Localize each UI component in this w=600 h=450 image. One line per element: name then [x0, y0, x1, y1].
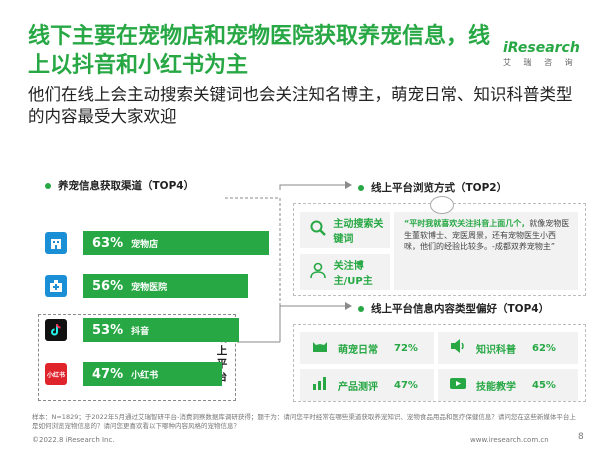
content-tile: 知识科普 62% [438, 332, 578, 364]
channel-name: 宠物店 [131, 239, 159, 250]
channels-heading: 养宠信息获取渠道（TOP4） [45, 178, 194, 193]
browse-tile-follow: 关注博主/UP主 [300, 254, 390, 290]
channel-name: 抖音 [131, 326, 150, 337]
content-heading: 线上平台信息内容类型偏好（TOP4） [358, 301, 549, 316]
channel-value: 56% [92, 278, 124, 294]
content-item-label: 知识科普 [476, 344, 516, 356]
douyin-icon [45, 319, 67, 341]
logo-name: iResearch [503, 40, 580, 56]
channel-bar: 53% 抖音 [83, 318, 239, 342]
channel-value: 53% [92, 322, 124, 338]
content-region [293, 324, 586, 402]
building-icon [45, 232, 67, 254]
channel-row-pet-hospital: 56% 宠物医院 [45, 274, 248, 298]
content-item-label: 萌宠日常 [338, 344, 378, 356]
browse-item-label: 关注博主/UP主 [333, 261, 373, 287]
iresearch-logo: iResearch 艾 瑞 咨 询 [503, 40, 580, 68]
content-tile: 技能教学 45% [438, 369, 578, 401]
channel-bar: 63% 宠物店 [83, 231, 269, 255]
person-icon [308, 261, 328, 283]
content-item-label: 产品测评 [338, 381, 378, 393]
content-item-value: 62% [532, 342, 556, 354]
chart-icon [308, 375, 332, 395]
browse-heading: 线上平台浏览方式（TOP2） [358, 180, 507, 195]
quote-box: “平时我就喜欢关注抖音上面几个，就像宠物医生董软博士、宠医周景，还有宠物医生小西… [394, 212, 578, 290]
cat-icon [308, 338, 332, 358]
quote-body: 就像宠物医生董软博士、宠医周景，还有宠物医生小西咪，他们的经验比较多。-成都双养… [404, 219, 570, 251]
channels-heading-text: 养宠信息获取渠道（TOP4） [58, 180, 195, 192]
page-number: 8 [578, 432, 584, 442]
online-platforms-box [38, 314, 236, 401]
channel-row-douyin: 53% 抖音 [45, 318, 239, 342]
speaker-icon [446, 338, 470, 358]
page-title: 线下主要在宠物店和宠物医院获取养宠信息，线上以抖音和小红书为主 [28, 24, 491, 78]
hospital-icon [45, 275, 67, 297]
content-item-value: 72% [394, 342, 418, 354]
content-tile: 产品测评 47% [300, 369, 434, 401]
video-icon [446, 375, 470, 395]
website-link[interactable]: www.iresearch.com.cn [470, 436, 549, 444]
bullet-dot-icon [358, 184, 364, 191]
quote-lead: “平时我就喜欢关注抖音上面几个， [404, 219, 530, 228]
copyright: ©2022.8 iResearch Inc. [32, 436, 115, 444]
bullet-dot-icon [45, 182, 51, 189]
content-item-value: 47% [394, 379, 418, 391]
channel-name: 小红书 [131, 370, 159, 381]
content-item-value: 45% [532, 379, 556, 391]
channel-row-xiaohongshu: 小红书 47% 小红书 [45, 362, 222, 386]
content-heading-text: 线上平台信息内容类型偏好（TOP4） [371, 303, 550, 315]
channel-value: 47% [92, 366, 124, 382]
browse-item-label: 主动搜索关键词 [333, 219, 384, 245]
bullet-dot-icon [358, 305, 364, 312]
browse-tile-search: 主动搜索关键词 [300, 212, 390, 248]
content-tile: 萌宠日常 72% [300, 332, 434, 364]
channel-bar: 56% 宠物医院 [83, 274, 248, 298]
page-subtitle: 他们在线上会主动搜索关键词也会关注知名博主，萌宠日常、知识科普类型的内容最受大家… [28, 85, 573, 126]
browse-heading-text: 线上平台浏览方式（TOP2） [371, 182, 508, 194]
search-icon [308, 219, 327, 241]
channel-name: 宠物医院 [131, 282, 168, 293]
source-note: 样本：N=1829；于2022年5月通过艾瑞智研平台-消费洞察数据库调研获得；题… [32, 413, 576, 430]
content-item-label: 技能教学 [476, 381, 516, 393]
logo-sub: 艾 瑞 咨 询 [503, 58, 578, 67]
xiaohongshu-icon: 小红书 [45, 363, 67, 385]
speech-bubble-icon [430, 196, 454, 214]
channel-value: 63% [92, 235, 124, 251]
channel-row-pet-store: 63% 宠物店 [45, 231, 269, 255]
channel-bar: 47% 小红书 [83, 362, 222, 386]
